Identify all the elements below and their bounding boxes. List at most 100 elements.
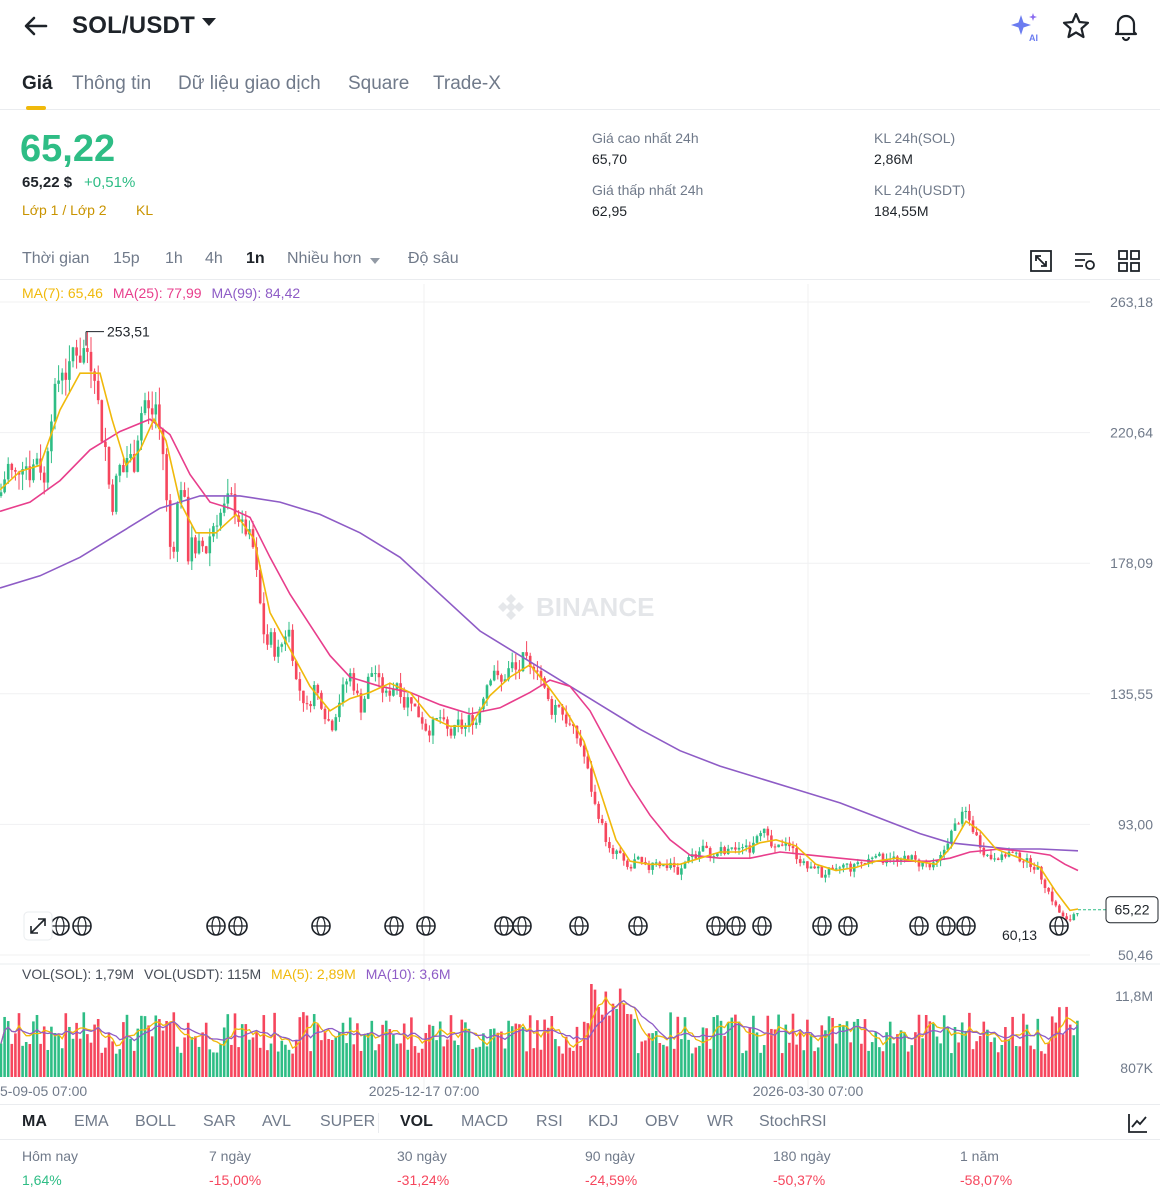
ind-wr[interactable]: WR [707,1113,734,1130]
candle-body [89,351,93,372]
volume-bar [197,1046,201,1077]
volume-bar [226,1014,230,1077]
candle-body [1018,852,1022,862]
candle-body [510,662,514,669]
candle-body [129,454,132,459]
event-globe-icon[interactable] [726,916,746,936]
candle-body [255,547,258,570]
volume-bar [215,1052,219,1077]
star-icon[interactable] [1060,10,1092,42]
candle-body [600,818,604,824]
event-globe-icon[interactable] [569,916,589,936]
event-globe-icon[interactable] [512,916,532,936]
event-globe-icon[interactable] [416,916,436,936]
ind-macd[interactable]: MACD [461,1113,509,1130]
kl-tag[interactable]: KL [136,202,154,218]
tab-trading-data[interactable]: Dữ liệu giao dịch [178,73,321,94]
ai-sparkle-icon[interactable]: AI [1008,10,1042,44]
bell-icon[interactable] [1110,10,1142,42]
ind-boll[interactable]: BOLL [135,1113,176,1130]
tab-info[interactable]: Thông tin [72,73,152,94]
tab-price[interactable]: Giá [22,73,53,94]
event-globe-icon[interactable] [936,916,956,936]
volume-bar [374,1050,377,1077]
volume-bar [471,1048,474,1077]
ind-vol[interactable]: VOL [400,1113,433,1130]
ind-ema[interactable]: EMA [74,1113,109,1130]
volume-bar [996,1052,1000,1077]
tab-square[interactable]: Square [348,73,410,94]
event-globe-icon[interactable] [812,916,832,936]
ind-obv[interactable]: OBV [645,1113,679,1130]
event-globe-icon[interactable] [384,916,404,936]
volume-bar [21,1045,24,1077]
ind-ma[interactable]: MA [22,1113,47,1130]
candle-body [773,846,777,848]
x-tick-label: 5-09-05 07:00 [0,1083,87,1099]
ind-kdj[interactable]: KDJ [588,1113,619,1130]
volume-bar [600,1014,604,1077]
event-globe-icon[interactable] [706,916,726,936]
interval-15p[interactable]: 15p [113,250,140,267]
pair-title[interactable]: SOL/USDT [72,12,195,39]
ind-rsi[interactable]: RSI [536,1113,563,1130]
event-globe-icon[interactable] [838,916,858,936]
more-caret-icon[interactable] [370,258,380,264]
event-globe-icon[interactable] [909,916,929,936]
volume-bar [489,1029,492,1077]
volume-bar [874,1031,878,1077]
layer-tag[interactable]: Lớp 1 / Lớp 2 [22,202,107,218]
volume-bar [143,1016,147,1077]
volume-bar [716,1015,719,1077]
volume-bar [370,1020,374,1077]
candle-body [118,465,122,476]
candle-body [903,855,906,860]
event-globe-icon[interactable] [956,916,976,936]
volume-bar [42,1026,46,1077]
y-tick-label: 178,09 [1110,555,1153,571]
interval-4h[interactable]: 4h [205,250,223,267]
ind-super[interactable]: SUPER [320,1113,376,1130]
interval-1h[interactable]: 1h [165,250,183,267]
event-globe-icon[interactable] [228,916,248,936]
event-globe-icon[interactable] [311,916,331,936]
tab-trade-x[interactable]: Trade-X [433,73,501,94]
volume-bar [532,1048,536,1077]
ind-stochrsi[interactable]: StochRSI [759,1113,827,1130]
indicator-chart-icon[interactable] [1126,1111,1150,1135]
event-globe-icon[interactable] [72,916,92,936]
interval-more[interactable]: Nhiều hơn [287,250,362,267]
event-globe-icon[interactable] [628,916,648,936]
candle-body [521,652,525,672]
fullscreen-icon[interactable] [1028,248,1054,274]
volume-bar [1054,1022,1058,1077]
candle-body [276,646,280,657]
volume-bar [960,1022,964,1077]
volume-bar [413,1046,417,1077]
volume-bar [366,1032,370,1077]
event-globe-icon[interactable] [1049,916,1069,936]
event-globe-icon[interactable] [50,916,70,936]
interval-1n[interactable]: 1n [246,250,265,267]
back-arrow-icon[interactable] [20,10,52,42]
candle-body [489,680,492,686]
ma25-line [0,418,1079,872]
candle-body [370,673,374,677]
expand-chart-icon[interactable] [23,911,53,941]
event-globe-icon[interactable] [752,916,772,936]
chart-settings-icon[interactable] [1072,248,1098,274]
ind-avl[interactable]: AVL [262,1113,292,1130]
volume-bar [442,1046,446,1077]
ind-sar[interactable]: SAR [203,1113,236,1130]
interval-depth[interactable]: Độ sâu [408,250,459,267]
layout-grid-icon[interactable] [1116,248,1142,274]
interval-time[interactable]: Thời gian [22,250,90,267]
event-globe-icon[interactable] [206,916,226,936]
candle-body [842,864,845,868]
price-chart[interactable]: BINANCE 263,18 220,64 178,09 135,55 93,00 50,… [0,284,1160,1104]
volume-bar [57,1035,60,1077]
pair-dropdown-caret-icon[interactable] [202,18,216,26]
candle-body [183,490,186,497]
volume-bar [1058,1007,1061,1077]
event-globe-icon[interactable] [494,916,514,936]
